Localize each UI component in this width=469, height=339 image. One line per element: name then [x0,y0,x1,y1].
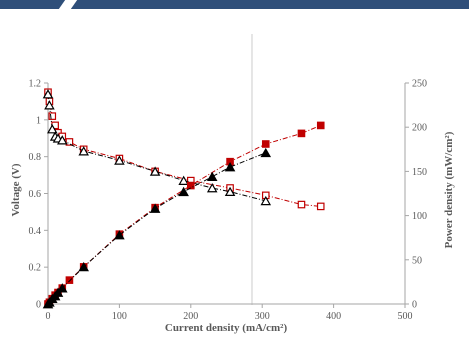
data-point [57,135,68,145]
data-point [65,276,74,284]
y-tick-label: 0.8 [29,152,42,163]
y2-axis-title: Power density (mW/cm²) [443,131,455,248]
data-point [206,171,218,182]
data-point [78,146,89,156]
data-point [114,155,125,165]
data-point [297,200,306,209]
series-triangle-open [42,89,272,206]
series-layer [42,88,325,309]
label-layer: Current density (mA/cm²) Voltage (V) Pow… [10,131,455,334]
data-point [57,283,68,293]
data-point [78,261,89,272]
data-point [316,202,325,211]
y2-tick-label: 50 [412,255,422,266]
banner-bar-left [0,0,66,9]
top-banner [0,0,469,9]
x-tick-label: 200 [183,311,198,322]
y-axis-title: Voltage (V) [10,163,22,216]
banner-bar-right [71,0,469,9]
y-tick-label: 0 [36,300,41,311]
y2-tick-label: 250 [412,79,427,90]
data-point [260,195,272,206]
x-tick-label: 300 [255,311,270,322]
data-point [297,129,306,138]
data-point [65,138,74,146]
data-point [316,121,325,130]
data-point [52,287,64,297]
y-tick-label: 0.4 [29,226,42,237]
y2-tick-label: 150 [412,167,427,178]
y-tick-label: 0.6 [29,189,42,200]
data-point [47,124,58,134]
data-point [48,112,57,120]
x-tick-label: 400 [326,311,341,322]
data-point [260,147,272,158]
data-point [114,230,125,240]
y2-tick-label: 200 [412,123,427,134]
data-point [44,100,55,110]
data-point [149,166,161,176]
data-point [149,203,161,213]
data-point [224,162,236,172]
series-triangle-filled [42,147,272,309]
data-point [42,89,54,99]
data-point [178,186,189,197]
y2-tick-label: 0 [412,300,417,311]
y-tick-label: 1.2 [29,79,42,90]
x-tick-label: 100 [112,311,127,322]
x-axis-title: Current density (mA/cm²) [165,322,288,334]
x-tick-label: 500 [398,311,413,322]
data-point [187,181,195,190]
data-point [224,186,236,197]
data-point [178,175,189,185]
data-point [206,183,218,193]
axes: 0 100 200 300 400 50000.20.40.60.811.20501001… [29,79,428,323]
y-tick-label: 1 [36,115,41,126]
data-point [261,140,270,148]
x-tick-label: 0 [46,311,51,322]
y2-tick-label: 100 [412,211,427,222]
y-tick-label: 0.2 [29,263,42,274]
